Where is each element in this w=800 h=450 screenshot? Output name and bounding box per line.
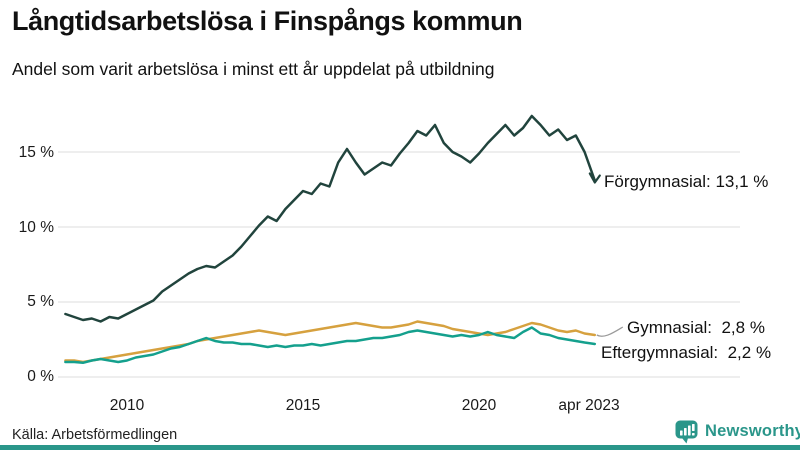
series-end-label-eftergymnasial: Eftergymnasial: 2,2 % bbox=[601, 343, 772, 362]
brand-footer-bar bbox=[0, 445, 800, 450]
label-arrow bbox=[588, 172, 601, 184]
series-end-label-forgymnasial: Förgymnasial: 13,1 % bbox=[604, 172, 769, 191]
y-axis-tick: 10 % bbox=[18, 219, 54, 236]
y-axis-tick: 0 % bbox=[27, 368, 54, 385]
brand-logo-link[interactable]: Newsworthy bbox=[674, 419, 800, 444]
chart-subtitle: Andel som varit arbetslösa i minst ett å… bbox=[12, 59, 495, 79]
y-axis-tick: 5 % bbox=[27, 293, 54, 310]
y-axis-tick: 15 % bbox=[18, 144, 54, 161]
newsworthy-chart-bubble-icon bbox=[674, 419, 699, 444]
page-title: Långtidsarbetslösa i Finspångs kommun bbox=[12, 6, 523, 36]
label-connector bbox=[596, 326, 624, 337]
series-line-gymnasial bbox=[64, 320, 597, 364]
brand-name: Newsworthy bbox=[705, 422, 800, 440]
x-axis-tick: apr 2023 bbox=[558, 397, 620, 414]
x-axis-tick: 2020 bbox=[461, 397, 497, 414]
series-line-eftergymnasial bbox=[64, 326, 597, 365]
series-end-label-gymnasial: Gymnasial: 2,8 % bbox=[627, 318, 765, 337]
x-axis-tick: 2015 bbox=[285, 397, 321, 414]
source-note: Källa: Arbetsförmedlingen bbox=[12, 427, 178, 443]
series-line-förgymnasial bbox=[64, 114, 597, 323]
x-axis-tick: 2010 bbox=[109, 397, 145, 414]
